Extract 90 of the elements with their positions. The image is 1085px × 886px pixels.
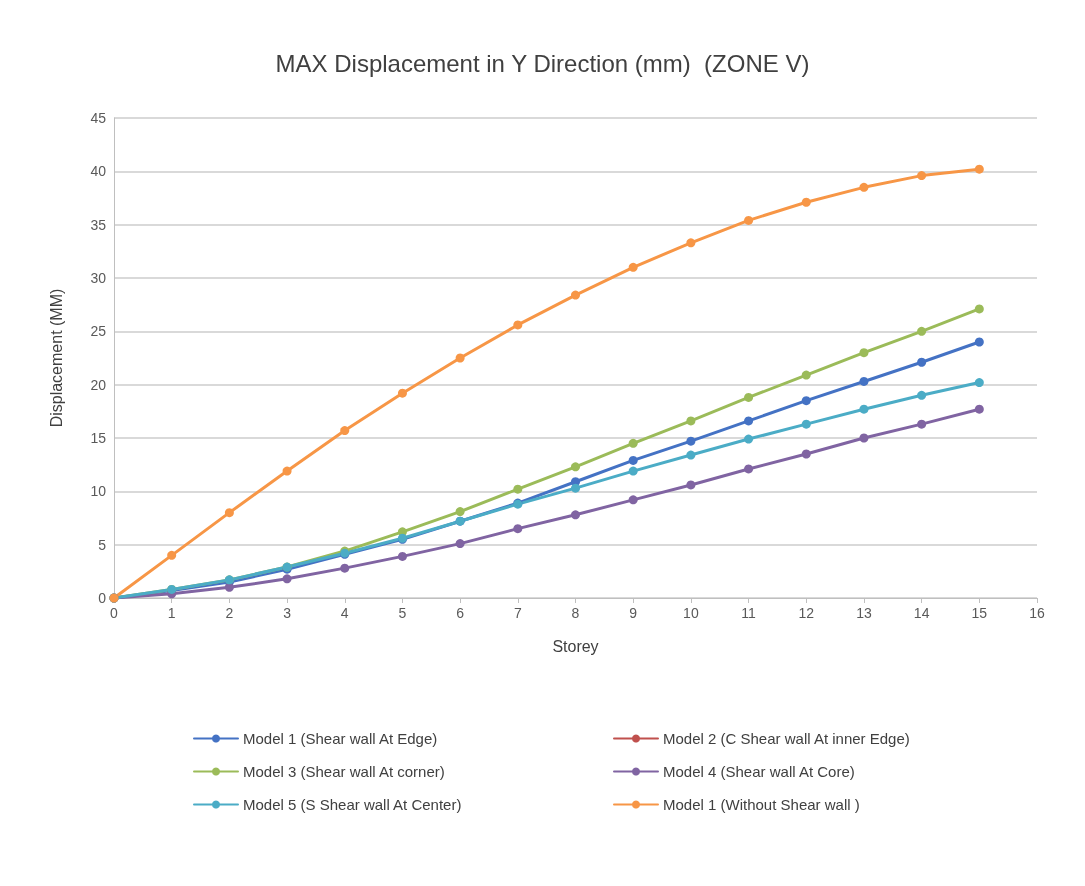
x-tick-label: 15 <box>971 605 988 621</box>
point <box>628 455 638 465</box>
point <box>455 507 465 517</box>
point <box>974 404 984 414</box>
point <box>571 462 580 472</box>
y-axis-title: Displacement (MM) <box>47 288 65 428</box>
y-tick-label: 30 <box>90 270 107 286</box>
point <box>686 238 696 248</box>
x-tick-label: 5 <box>398 605 407 621</box>
point <box>571 483 580 493</box>
point <box>340 563 350 573</box>
point <box>744 392 754 402</box>
point <box>340 426 350 436</box>
point <box>859 348 869 358</box>
point <box>455 353 465 363</box>
x-tick-label: 10 <box>683 605 699 621</box>
point <box>801 197 811 207</box>
point <box>917 357 927 367</box>
point <box>686 480 696 490</box>
point <box>859 404 869 414</box>
point <box>686 450 696 460</box>
point <box>282 574 292 584</box>
y-tick-label: 35 <box>90 216 107 233</box>
point <box>801 419 811 429</box>
x-tick-label: 14 <box>913 605 930 621</box>
x-tick-label: 6 <box>456 605 465 621</box>
legend-label: Model 4 (Shear wall At Core) <box>663 763 855 780</box>
x-tick-label: 12 <box>798 605 815 621</box>
point <box>513 524 523 534</box>
point <box>917 419 927 429</box>
legend-label: Model 1 (Shear wall At Edge) <box>243 730 438 747</box>
point <box>744 434 754 444</box>
point <box>571 510 580 520</box>
point <box>744 215 754 225</box>
x-tick-label: 4 <box>340 605 349 621</box>
point <box>686 416 696 426</box>
point <box>801 396 811 406</box>
x-tick-label: 1 <box>167 605 176 621</box>
x-axis-title: Storey <box>552 637 599 655</box>
point <box>974 304 984 314</box>
x-tick-label: 8 <box>571 605 580 621</box>
point <box>917 326 927 336</box>
point <box>974 378 984 388</box>
point <box>974 164 984 174</box>
y-tick-label: 15 <box>90 430 107 446</box>
legend-label: Model 3 (Shear wall At corner) <box>243 763 445 780</box>
point <box>628 438 638 448</box>
point <box>397 551 407 561</box>
legend-label: Model 5 (S Shear wall At Center) <box>243 796 462 813</box>
point <box>859 433 869 443</box>
point <box>744 464 754 474</box>
x-tick-label: 13 <box>856 605 872 621</box>
x-tick-label: 7 <box>513 605 522 621</box>
x-tick-label: 16 <box>1029 605 1045 621</box>
y-tick-label: 25 <box>90 323 107 340</box>
y-tick-label: 10 <box>90 483 107 500</box>
point <box>859 182 869 192</box>
x-tick-label: 9 <box>629 605 638 621</box>
y-tick-label: 40 <box>90 163 107 180</box>
point <box>571 290 580 300</box>
point <box>801 370 811 380</box>
x-tick-label: 3 <box>283 605 292 621</box>
point <box>628 262 638 272</box>
point <box>686 436 696 446</box>
point <box>628 495 638 505</box>
point <box>917 171 927 181</box>
y-tick-label: 5 <box>98 536 107 553</box>
point <box>167 550 177 560</box>
point <box>917 390 927 400</box>
point <box>744 416 754 426</box>
legend-label: Model 2 (C Shear wall At inner Edge) <box>663 730 910 747</box>
point <box>801 449 811 459</box>
chart-title: MAX Displacement in Y Direction (mm) (ZONE V) <box>275 49 810 77</box>
point <box>513 320 523 330</box>
y-tick-label: 20 <box>90 376 107 393</box>
point <box>224 582 234 592</box>
y-tick-label: 45 <box>90 110 107 126</box>
legend-label: Model 1 (Without Shear wall ) <box>663 796 860 813</box>
point <box>974 337 984 347</box>
x-tick-label: 11 <box>741 605 757 621</box>
point <box>455 539 465 549</box>
point <box>513 484 523 494</box>
x-tick-label: 0 <box>110 605 119 621</box>
y-tick-label: 0 <box>98 590 107 606</box>
x-tick-label: 2 <box>225 605 234 621</box>
point <box>397 388 407 398</box>
point <box>859 376 869 386</box>
point <box>282 466 292 476</box>
point <box>224 508 234 518</box>
point <box>628 466 638 476</box>
